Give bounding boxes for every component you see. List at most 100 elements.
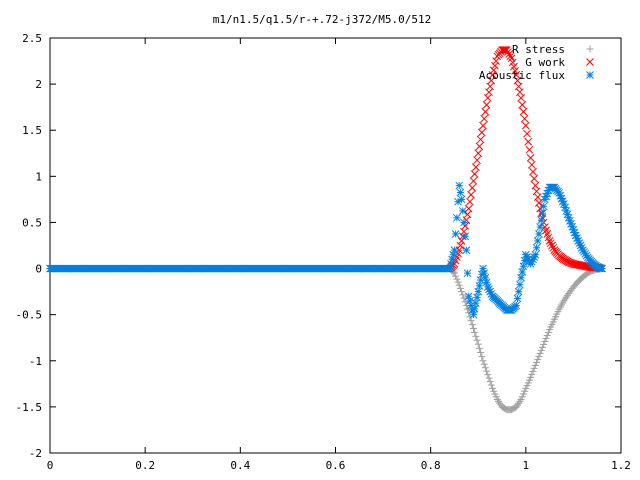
data-point (479, 121, 487, 130)
data-point (506, 52, 515, 61)
data-point (530, 174, 539, 183)
x-tick-label: 0.6 (326, 459, 346, 472)
data-point (460, 218, 468, 227)
legend-label: R stress (512, 43, 565, 56)
data-point (531, 361, 539, 369)
data-point (454, 278, 462, 286)
series-r-stress (46, 265, 606, 414)
data-point (481, 107, 490, 116)
data-point (502, 46, 511, 54)
data-point (505, 50, 514, 58)
data-point (544, 328, 552, 336)
data-point (480, 360, 488, 368)
data-marks (46, 46, 606, 414)
data-point (469, 177, 478, 185)
data-point (538, 209, 547, 218)
data-point (463, 269, 472, 278)
data-point (472, 332, 480, 340)
data-point (456, 241, 465, 250)
data-point (477, 348, 485, 356)
data-point (541, 337, 549, 345)
data-point (535, 352, 543, 360)
data-point (523, 129, 531, 138)
data-point (486, 378, 494, 386)
data-point (481, 273, 490, 282)
data-point (539, 202, 548, 211)
data-point (534, 355, 542, 363)
y-tick-label: 1.5 (22, 124, 42, 137)
data-point (480, 114, 489, 123)
data-point (492, 57, 500, 65)
y-tick-label: 1 (35, 170, 42, 183)
data-point (468, 184, 477, 192)
legend-marker (586, 58, 594, 66)
data-point (475, 142, 484, 151)
data-point (484, 371, 492, 379)
data-point (479, 264, 487, 273)
x-tick-label: 0.4 (230, 459, 250, 472)
data-point (474, 340, 482, 348)
data-point (464, 204, 473, 213)
legend-marker (586, 71, 594, 79)
data-point (548, 241, 556, 250)
data-point (453, 275, 461, 283)
data-point (461, 232, 470, 241)
data-point (533, 237, 542, 245)
data-point (451, 230, 460, 238)
data-point (475, 344, 483, 352)
x-tick-label: 0 (47, 459, 54, 472)
data-point (545, 237, 554, 245)
data-point (535, 230, 543, 238)
data-point (525, 145, 534, 154)
data-point (537, 346, 545, 354)
x-tick-label: 1 (523, 459, 530, 472)
y-tick-label: 2.5 (22, 32, 42, 45)
chart-title: m1/n1.5/q1.5/r-+.72-j372/M5.0/512 (213, 13, 432, 26)
data-point (459, 291, 467, 299)
plot-frame (49, 37, 622, 454)
data-point (512, 301, 521, 310)
x-tick-label: 1.2 (611, 459, 631, 472)
data-point (530, 364, 538, 372)
data-point (499, 46, 508, 54)
data-point (476, 135, 485, 144)
y-tick-label: -1.5 (16, 401, 43, 414)
legend-label: Acoustic flux (479, 69, 565, 82)
data-point (455, 281, 463, 289)
data-point (528, 370, 536, 378)
data-point (489, 66, 498, 75)
data-point (479, 357, 487, 365)
data-point (517, 94, 525, 102)
data-point (447, 260, 455, 268)
data-point (549, 243, 558, 252)
data-point (504, 48, 512, 56)
data-point (455, 181, 464, 190)
data-point (521, 121, 530, 130)
data-point (536, 349, 544, 357)
data-point (471, 328, 479, 336)
data-point (487, 381, 495, 389)
data-point (532, 243, 541, 252)
data-point (529, 367, 537, 375)
legend-label: G work (525, 56, 565, 69)
data-point (546, 239, 555, 248)
y-tick-label: -2 (29, 447, 42, 460)
series-acoustic-flux (46, 181, 606, 319)
data-point (456, 284, 464, 292)
data-point (598, 264, 606, 273)
data-point (529, 167, 537, 176)
data-point (458, 288, 466, 296)
data-point (466, 197, 474, 206)
data-point (482, 101, 491, 109)
data-point (470, 170, 479, 178)
data-point (457, 237, 466, 245)
data-point (477, 128, 486, 137)
y-tick-label: 2 (35, 78, 42, 91)
x-tick-label: 0.8 (421, 459, 441, 472)
data-point (538, 343, 546, 351)
data-point (478, 353, 486, 361)
data-point (513, 294, 522, 303)
y-tick-label: -1 (29, 355, 42, 368)
data-point (514, 287, 523, 296)
